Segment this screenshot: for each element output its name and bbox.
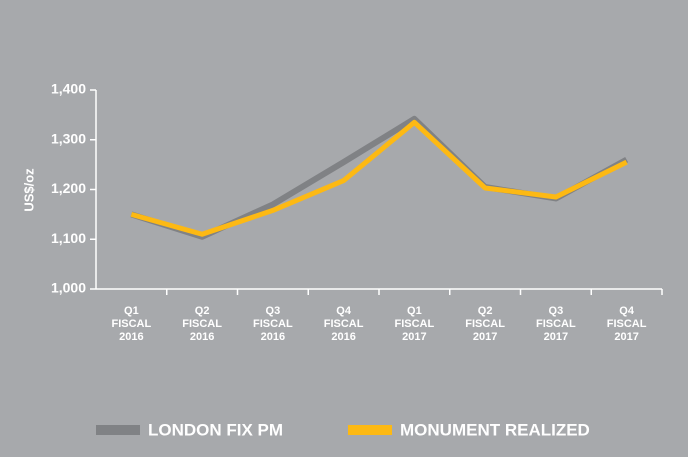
x-tick-label: Q3 FISCAL 2017 xyxy=(536,305,576,343)
y-tick-label: 1,100 xyxy=(51,230,86,246)
y-axis-label: US$/oz xyxy=(21,168,36,212)
x-tick-label: Q4 FISCAL 2016 xyxy=(324,305,364,343)
y-tick-label: 1,400 xyxy=(51,81,86,97)
x-tick-label: Q2 FISCAL 2016 xyxy=(182,305,222,343)
legend-swatch xyxy=(96,425,140,435)
y-tick-label: 1,200 xyxy=(51,180,86,196)
x-tick-label: Q3 FISCAL 2016 xyxy=(253,305,293,343)
line-series xyxy=(130,119,628,237)
line-series xyxy=(130,115,629,240)
x-tick-label: Q4 FISCAL 2017 xyxy=(607,305,647,343)
legend-swatch xyxy=(348,425,392,435)
x-tick-label: Q2 FISCAL 2017 xyxy=(465,305,505,343)
y-tick-label: 1,300 xyxy=(51,130,86,146)
legend-label: MONUMENT REALIZED xyxy=(400,420,590,439)
x-tick-label: Q1 FISCAL 2017 xyxy=(395,305,435,343)
legend-label: LONDON FIX PM xyxy=(148,420,283,439)
y-tick-label: 1,000 xyxy=(51,280,86,296)
x-tick-label: Q1 FISCAL 2016 xyxy=(112,305,152,343)
